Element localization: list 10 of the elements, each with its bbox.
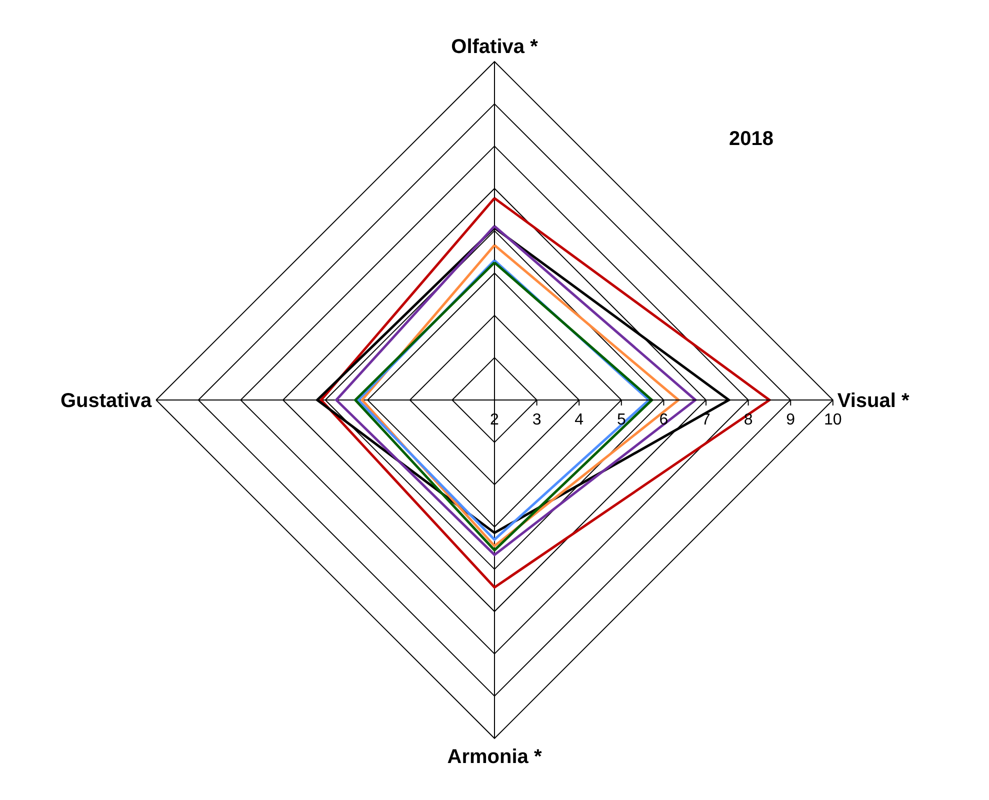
- spoke-label: Olfativa *: [451, 36, 538, 58]
- y-tick-label: 10: [824, 412, 842, 429]
- spoke-label: Gustativa: [60, 390, 152, 412]
- spoke-label: Visual *: [837, 390, 910, 412]
- y-tick-label: 3: [532, 412, 542, 429]
- y-tick-label: 9: [786, 412, 796, 429]
- spoke-label: Armonia *: [447, 746, 542, 768]
- y-tick-label: 4: [574, 412, 584, 429]
- text: 2018: [729, 128, 774, 150]
- y-tick-label: 8: [744, 412, 753, 429]
